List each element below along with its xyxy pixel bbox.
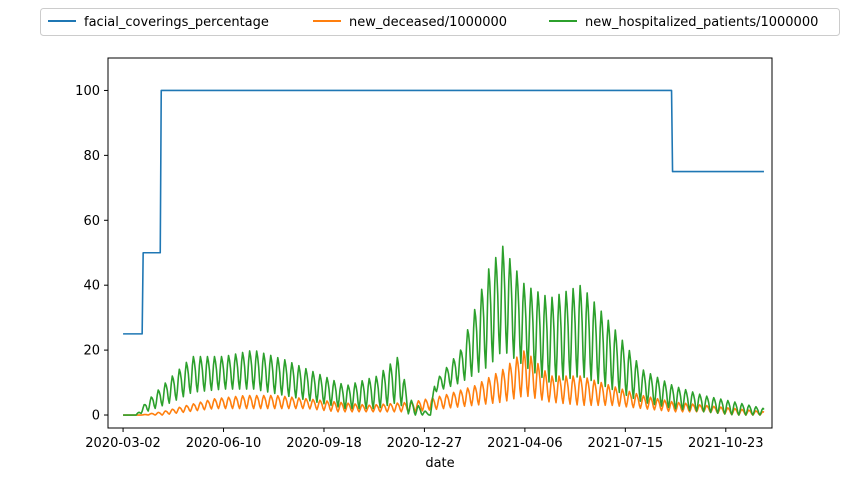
legend-label-facial-coverings: facial_coverings_percentage: [84, 15, 269, 30]
x-tick-label: 2021-04-06: [487, 436, 563, 451]
x-tick-label: 2021-10-23: [688, 436, 764, 451]
x-tick-label: 2020-12-27: [387, 436, 463, 451]
legend-frame: [40, 8, 840, 36]
x-tick-label: 2020-09-18: [286, 436, 362, 451]
series-line-1: [123, 350, 765, 416]
legend: facial_coverings_percentage new_deceased…: [40, 8, 840, 36]
y-tick-label: 60: [83, 214, 100, 229]
y-axis: 0 20 40 60 80 100: [75, 84, 108, 424]
series-line-2: [123, 245, 765, 416]
x-axis-label: date: [425, 456, 454, 471]
y-tick-label: 0: [92, 409, 100, 424]
plot-area-frame: [107, 57, 773, 429]
y-tick-label: 20: [83, 344, 100, 359]
legend-label-new-hospitalized: new_hospitalized_patients/1000000: [585, 15, 818, 30]
y-tick-label: 100: [75, 84, 100, 99]
plot-series: [123, 89, 765, 416]
x-tick-label: 2021-07-15: [588, 436, 664, 451]
series-line-0: [123, 89, 764, 335]
y-tick-label: 40: [83, 279, 100, 294]
x-axis: 2020-03-02 2020-06-10 2020-09-18 2020-12-27…: [85, 428, 764, 451]
y-tick-label: 80: [83, 149, 100, 164]
legend-label-new-deceased: new_deceased/1000000: [349, 15, 507, 30]
x-tick-label: 2020-03-02: [85, 436, 161, 451]
x-tick-label: 2020-06-10: [186, 436, 262, 451]
